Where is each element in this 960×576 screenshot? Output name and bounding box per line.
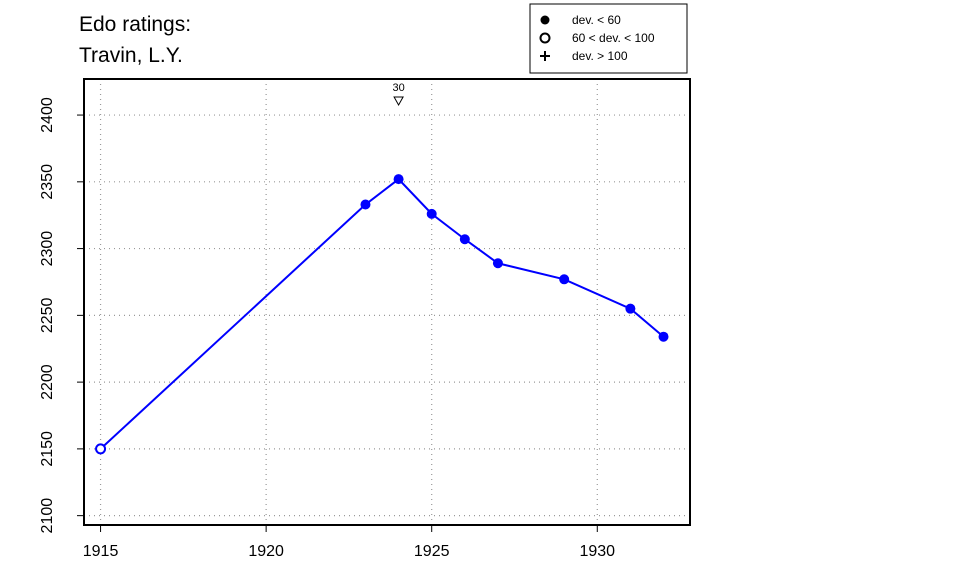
axes: 1915 1920 1925 1930 2100 2150 2200 2250 2300 2350… [39, 97, 615, 560]
data-point [360, 199, 371, 210]
data-point [426, 208, 437, 219]
y-tick-label: 2100 [39, 498, 56, 534]
data-point-open [95, 443, 107, 455]
chart-title-line-2: Travin, L.Y. [79, 44, 183, 67]
y-tick-label: 2400 [39, 97, 56, 133]
legend-label: dev. < 60 [572, 13, 621, 27]
data-point [492, 258, 503, 269]
data-point [559, 274, 570, 285]
data-point [658, 331, 669, 342]
data-point [625, 303, 636, 314]
data-point [459, 234, 470, 245]
chart-title-line-1: Edo ratings: [79, 13, 192, 36]
y-tick-label: 2350 [39, 164, 56, 200]
rating-series [95, 174, 669, 455]
x-tick-label: 1925 [414, 543, 450, 560]
y-tick-label: 2200 [39, 364, 56, 400]
grid [84, 79, 690, 525]
rating-line [99, 177, 665, 450]
annotations: 30 [392, 82, 405, 107]
x-tick-label: 1920 [248, 543, 284, 560]
x-tick-label: 1915 [83, 543, 119, 560]
chart-title: Edo ratings: Travin, L.Y. [79, 9, 191, 71]
legend-label: dev. > 100 [572, 49, 628, 63]
legend: dev. < 60 60 < dev. < 100 dev. > 100 [529, 3, 688, 74]
open-circle-icon [539, 32, 551, 44]
y-tick-label: 2250 [39, 297, 56, 333]
legend-box [529, 3, 688, 74]
y-tick-label: 2300 [39, 231, 56, 267]
down-triangle-icon [393, 96, 404, 107]
y-tick-label: 2150 [39, 431, 56, 467]
filled-circle-icon [540, 15, 550, 25]
x-tick-label: 1930 [579, 543, 615, 560]
legend-label: 60 < dev. < 100 [572, 31, 655, 45]
annotation-label: 30 [392, 82, 404, 94]
plus-icon [540, 51, 550, 61]
data-point [393, 174, 404, 185]
plot-frame [83, 78, 691, 526]
